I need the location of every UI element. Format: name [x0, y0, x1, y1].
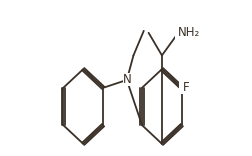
Text: F: F [182, 81, 188, 94]
FancyBboxPatch shape [178, 81, 186, 94]
FancyBboxPatch shape [175, 26, 190, 39]
FancyBboxPatch shape [122, 73, 131, 86]
Text: N: N [122, 73, 131, 86]
Text: NH₂: NH₂ [178, 26, 200, 39]
